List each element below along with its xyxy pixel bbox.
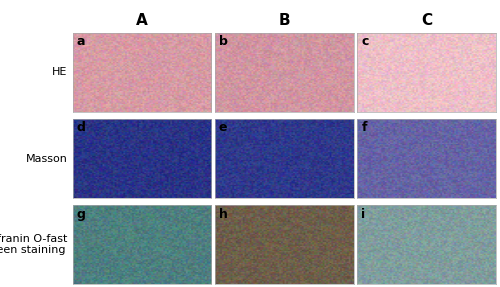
Text: f: f [362,121,367,135]
Text: C: C [421,13,432,28]
Text: A: A [136,13,148,28]
Text: Safranin O-fast
green staining: Safranin O-fast green staining [0,234,68,255]
Text: b: b [219,35,228,49]
Text: Masson: Masson [26,154,68,164]
Text: c: c [362,35,368,49]
Text: e: e [219,121,228,135]
Text: h: h [219,208,228,221]
Text: d: d [76,121,86,135]
Text: a: a [76,35,85,49]
Text: g: g [76,208,86,221]
Text: B: B [278,13,290,28]
Text: i: i [362,208,366,221]
Text: HE: HE [52,67,68,77]
